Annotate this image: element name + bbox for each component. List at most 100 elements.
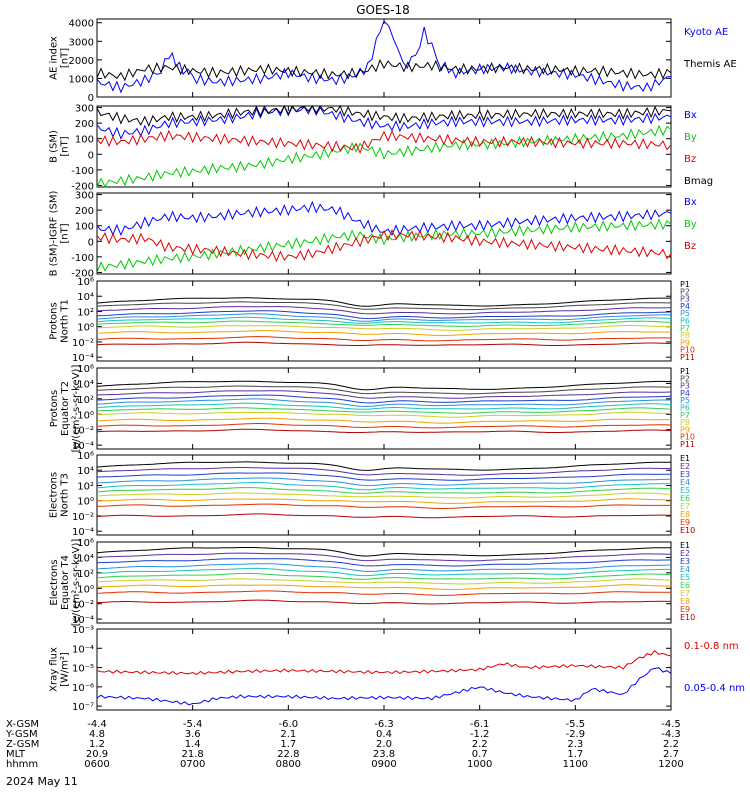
y-tick-label: 300 bbox=[75, 191, 94, 202]
row-value: 2.2 bbox=[472, 739, 488, 750]
legend-label-Bmag: Bmag bbox=[684, 176, 713, 187]
legend-label-P3: P3 bbox=[680, 295, 690, 304]
y-tick-label: 10² bbox=[77, 307, 94, 318]
y-tick-label: 10⁻⁴ bbox=[72, 353, 94, 364]
legend-label-P4: P4 bbox=[680, 389, 690, 398]
legend-label-P9: P9 bbox=[680, 425, 690, 434]
y-tick-label: -100 bbox=[71, 166, 94, 177]
series-line-E8 bbox=[96, 584, 672, 590]
row-value: 1100 bbox=[563, 759, 588, 770]
row-value: 0600 bbox=[84, 759, 109, 770]
series-line-P6 bbox=[96, 402, 672, 410]
y-axis-label: Electrons bbox=[49, 559, 60, 605]
row-value: -5.5 bbox=[566, 719, 586, 730]
series-line-Kyoto AE bbox=[96, 20, 672, 94]
legend-label-E9: E9 bbox=[680, 518, 690, 527]
legend-label-E4: E4 bbox=[680, 565, 690, 574]
y-axis-label: Electrons bbox=[49, 472, 60, 518]
y-axis-label: [e/(cm²-s-sr-keV)] bbox=[71, 539, 82, 627]
series-line-E1 bbox=[96, 547, 672, 557]
legend-label-Bx: Bx bbox=[684, 110, 697, 121]
row-label-mlt: MLT bbox=[6, 749, 26, 760]
y-tick-label: -200 bbox=[71, 181, 94, 192]
series-line-P9 bbox=[96, 417, 671, 424]
y-tick-label: 10² bbox=[77, 481, 94, 492]
series-line-E7 bbox=[96, 578, 672, 585]
y-tick-label: 10⁻⁴ bbox=[72, 615, 94, 626]
y-tick-label: 10⁶ bbox=[77, 277, 94, 288]
legend-label-P5: P5 bbox=[680, 396, 690, 405]
series-line-P6 bbox=[96, 316, 672, 324]
series-line-0.05-0.4 nm bbox=[96, 667, 672, 706]
y-tick-label: 1000 bbox=[69, 74, 94, 85]
series-line-E3 bbox=[96, 472, 672, 481]
legend-label-E6: E6 bbox=[680, 494, 690, 503]
y-tick-label: 10⁻⁴ bbox=[72, 441, 94, 452]
series-line-E6 bbox=[96, 572, 672, 580]
legend-label-E2: E2 bbox=[680, 462, 690, 471]
series-line-P8 bbox=[96, 325, 672, 331]
series-line-P11 bbox=[96, 341, 672, 346]
y-tick-label: 200 bbox=[75, 119, 94, 130]
series-line-P1 bbox=[96, 297, 671, 307]
legend-label-P8: P8 bbox=[680, 418, 690, 427]
y-tick-label: 10⁻³ bbox=[72, 625, 94, 636]
y-tick-label: 10⁶ bbox=[77, 364, 94, 375]
legend-label-E1: E1 bbox=[680, 454, 690, 463]
row-value: 20.9 bbox=[86, 749, 108, 760]
series-line-Bx bbox=[96, 200, 672, 237]
y-tick-label: 2000 bbox=[69, 56, 94, 67]
legend-label-P6: P6 bbox=[680, 404, 690, 413]
series-line-P4 bbox=[96, 394, 672, 404]
x-axis-table: X-GSM -4.4 -5.4 -6.0 -6.3 -6.1 -5.5 -4.5 Y-GSM 4.… bbox=[5, 719, 684, 770]
row-value: 22.8 bbox=[277, 749, 299, 760]
legend-label-P3: P3 bbox=[680, 382, 690, 391]
row-value: -6.3 bbox=[374, 719, 394, 730]
legend-label-0.05-0.4 nm: 0.05-0.4 nm bbox=[684, 683, 745, 694]
y-axis-label: Equator T4 bbox=[60, 555, 71, 610]
row-value: 21.8 bbox=[182, 749, 204, 760]
legend-label-P9: P9 bbox=[680, 338, 690, 347]
row-value: 0800 bbox=[276, 759, 301, 770]
row-label-hhmm: hhmm bbox=[6, 759, 38, 770]
y-tick-label: 100 bbox=[75, 135, 94, 146]
legend-label-E3: E3 bbox=[680, 470, 690, 479]
series-line-P9 bbox=[96, 330, 671, 337]
y-axis-label: Protons bbox=[49, 390, 60, 427]
series-line-E9 bbox=[96, 590, 671, 596]
y-axis-label: [nT] bbox=[60, 223, 71, 243]
legend-label-E7: E7 bbox=[680, 589, 690, 598]
legend-label-E5: E5 bbox=[680, 573, 690, 582]
series-line-P11 bbox=[96, 428, 672, 434]
row-value: -5.4 bbox=[183, 719, 203, 730]
panel-frame bbox=[96, 105, 672, 188]
row-value: -4.4 bbox=[87, 719, 107, 730]
legend-label-E10: E10 bbox=[680, 526, 695, 535]
panel-frame bbox=[96, 628, 672, 711]
series-line-P4 bbox=[96, 310, 672, 320]
legend-label-By: By bbox=[684, 132, 697, 143]
panel-8: 10⁻⁷ 10⁻⁶ 10⁻⁵ 10⁻⁴ 10⁻³ Xray flux [W/m²] 0.1-0… bbox=[49, 625, 746, 713]
row-value: 2.3 bbox=[567, 739, 583, 750]
series-line-P10 bbox=[96, 423, 672, 429]
y-tick-label: 10⁰ bbox=[77, 497, 94, 508]
panel-frame bbox=[96, 367, 672, 450]
series-line-P3 bbox=[96, 390, 672, 399]
legend-label-P4: P4 bbox=[680, 302, 690, 311]
series-line-P5 bbox=[96, 313, 672, 322]
y-tick-label: 10⁻⁴ bbox=[72, 527, 94, 538]
series-line-E10 bbox=[96, 599, 671, 605]
legend-label-E9: E9 bbox=[680, 605, 690, 614]
legend-label-E2: E2 bbox=[680, 549, 690, 558]
series-line-P1 bbox=[96, 380, 671, 391]
y-tick-label: 10² bbox=[77, 569, 94, 580]
y-tick-label: 10⁴ bbox=[77, 292, 94, 303]
row-value: 0700 bbox=[180, 759, 205, 770]
y-axis-label: B (SM) bbox=[49, 130, 60, 163]
legend-label-Bz: Bz bbox=[684, 154, 696, 165]
panel-frame bbox=[96, 192, 672, 275]
series-line-E9 bbox=[96, 503, 671, 509]
y-tick-label: 10⁻² bbox=[72, 338, 94, 349]
y-tick-label: 100 bbox=[75, 222, 94, 233]
